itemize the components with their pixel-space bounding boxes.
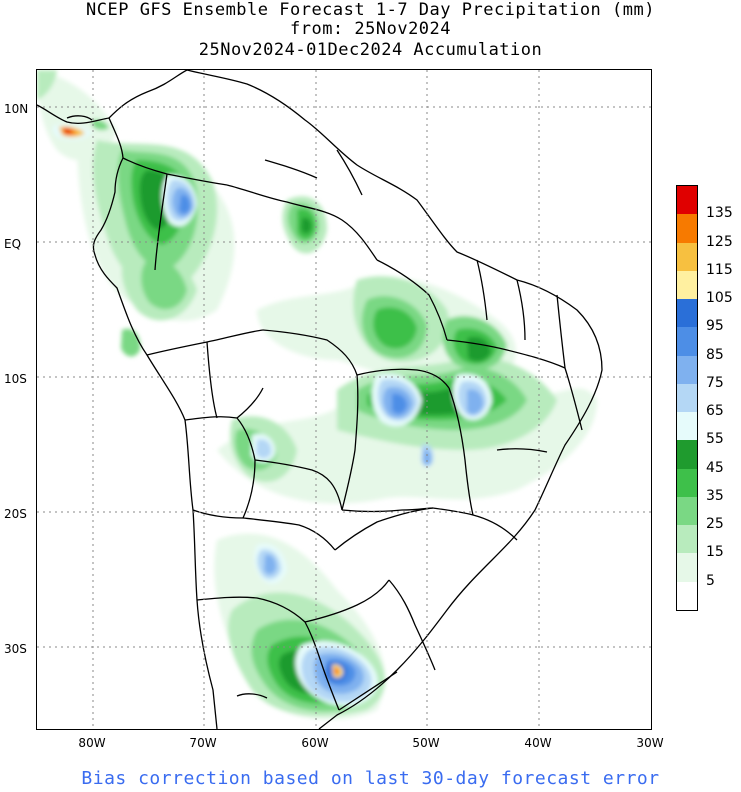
lat-lon-grid	[37, 70, 651, 729]
legend-swatch	[677, 299, 697, 328]
legend-label: 85	[706, 346, 724, 363]
legend-label: 115	[706, 261, 733, 278]
legend-label: 75	[706, 374, 724, 391]
country-borders	[37, 70, 603, 729]
lon-label-60w: 60W	[301, 736, 329, 750]
color-legend	[676, 185, 698, 611]
legend-swatch	[677, 242, 697, 272]
legend-swatch	[677, 496, 697, 526]
legend-swatch	[677, 214, 697, 244]
legend-swatch	[677, 553, 697, 583]
map-subtitle-date: from: 25Nov2024	[289, 19, 452, 39]
map-title: NCEP GFS Ensemble Forecast 1-7 Day Preci…	[86, 0, 655, 20]
lat-label-30s: 30S	[4, 642, 27, 656]
legend-swatch	[677, 270, 697, 300]
legend-label: 95	[706, 318, 724, 335]
lat-label-10n: 10N	[4, 102, 29, 116]
precip-fields	[37, 70, 597, 720]
lat-label-eq: EQ	[4, 237, 22, 251]
legend-swatch	[677, 186, 697, 215]
lon-label-80w: 80W	[78, 736, 106, 750]
precipitation-map	[36, 69, 652, 730]
legend-swatch	[677, 440, 697, 470]
legend-label: 135	[706, 205, 733, 222]
legend-label: 25	[706, 516, 724, 533]
lon-label-50w: 50W	[412, 736, 440, 750]
legend-swatch	[677, 383, 697, 413]
legend-swatch	[677, 355, 697, 385]
lon-label-30w: 30W	[636, 736, 664, 750]
legend-label: 35	[706, 487, 724, 504]
bias-note: Bias correction based on last 30-day for…	[81, 768, 660, 789]
lat-label-10s: 10S	[4, 372, 27, 386]
map-subtitle-period: 25Nov2024-01Dec2024 Accumulation	[198, 40, 543, 60]
legend-swatch	[677, 327, 697, 357]
legend-label: 15	[706, 544, 724, 561]
lat-label-20s: 20S	[4, 507, 27, 521]
legend-swatch	[677, 581, 697, 611]
legend-label: 65	[706, 403, 724, 420]
lon-label-40w: 40W	[524, 736, 552, 750]
legend-swatch	[677, 468, 697, 498]
legend-label: 105	[706, 290, 733, 307]
legend-swatch	[677, 412, 697, 441]
legend-swatch	[677, 525, 697, 554]
legend-label: 125	[706, 233, 733, 250]
legend-label: 5	[706, 572, 715, 589]
legend-label: 55	[706, 431, 724, 448]
legend-label: 45	[706, 459, 724, 476]
map-canvas	[37, 70, 651, 729]
lon-label-70w: 70W	[189, 736, 217, 750]
